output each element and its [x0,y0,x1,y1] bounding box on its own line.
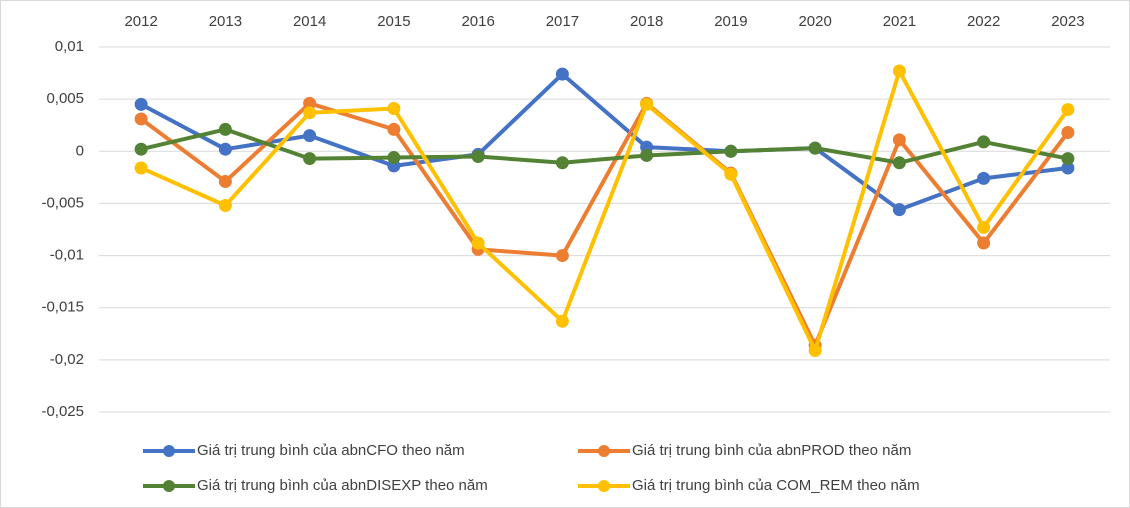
data-point [134,142,148,156]
data-point [134,161,148,175]
legend-label: Giá trị trung bình của abnCFO theo năm [197,442,465,459]
data-point [640,97,654,111]
data-point [134,97,148,111]
x-tick-label: 2023 [1051,13,1084,30]
y-tick-label: 0,005 [46,90,84,107]
legend-marker [598,445,610,457]
x-tick-label: 2012 [124,13,157,30]
data-point [218,199,232,213]
data-point [808,343,822,357]
y-tick-label: -0,02 [50,351,84,368]
y-tick-label: -0,005 [41,194,84,211]
data-point [471,150,485,163]
data-point [977,220,991,234]
data-point [977,236,991,250]
data-point [977,171,991,185]
x-tick-label: 2020 [798,13,831,30]
data-point [892,64,906,78]
x-tick-label: 2013 [209,13,242,30]
data-point [1061,103,1075,117]
x-tick-label: 2015 [377,13,410,30]
data-point [555,314,569,328]
y-tick-label: 0 [76,142,84,159]
data-point [555,67,569,81]
data-point [640,148,654,162]
data-point [555,249,569,263]
data-point [724,167,738,181]
x-tick-label: 2017 [546,13,579,30]
x-tick-label: 2021 [883,13,916,30]
data-point [134,112,148,126]
data-point [555,156,569,170]
data-point [808,141,822,155]
data-point [303,129,317,143]
x-tick-label: 2016 [461,13,494,30]
x-tick-label: 2022 [967,13,1000,30]
legend-marker [163,480,175,492]
series-line [140,68,1070,353]
series-line [140,72,1069,212]
data-point [1061,126,1075,140]
data-point [892,156,906,170]
data-point [303,106,317,120]
data-point [218,175,232,189]
x-tick-label: 2019 [714,13,747,30]
data-point [387,151,401,165]
x-tick-label: 2018 [630,13,663,30]
data-point [387,122,401,136]
legend-label: Giá trị trung bình của abnPROD theo năm [632,442,911,459]
data-point [724,144,738,158]
y-tick-label: -0,025 [41,403,84,420]
legend-label: Giá trị trung bình của abnDISEXP theo nă… [197,477,488,494]
series-line [139,101,1070,348]
y-tick-label: -0,01 [50,247,84,264]
data-point [387,102,401,116]
data-point [471,236,485,250]
legend-marker [598,480,610,492]
x-tick-label: 2014 [293,13,326,30]
legend-marker [163,445,175,457]
series-line [140,127,1069,165]
data-point [892,203,906,217]
legend-label: Giá trị trung bình của COM_REM theo năm [632,477,920,494]
data-point [218,142,232,156]
y-tick-label: -0,015 [41,299,84,316]
data-point [892,133,906,147]
data-point [218,122,232,136]
data-point [1061,152,1075,166]
y-tick-label: 0,01 [55,38,84,55]
data-point [303,152,317,166]
data-point [977,135,991,149]
